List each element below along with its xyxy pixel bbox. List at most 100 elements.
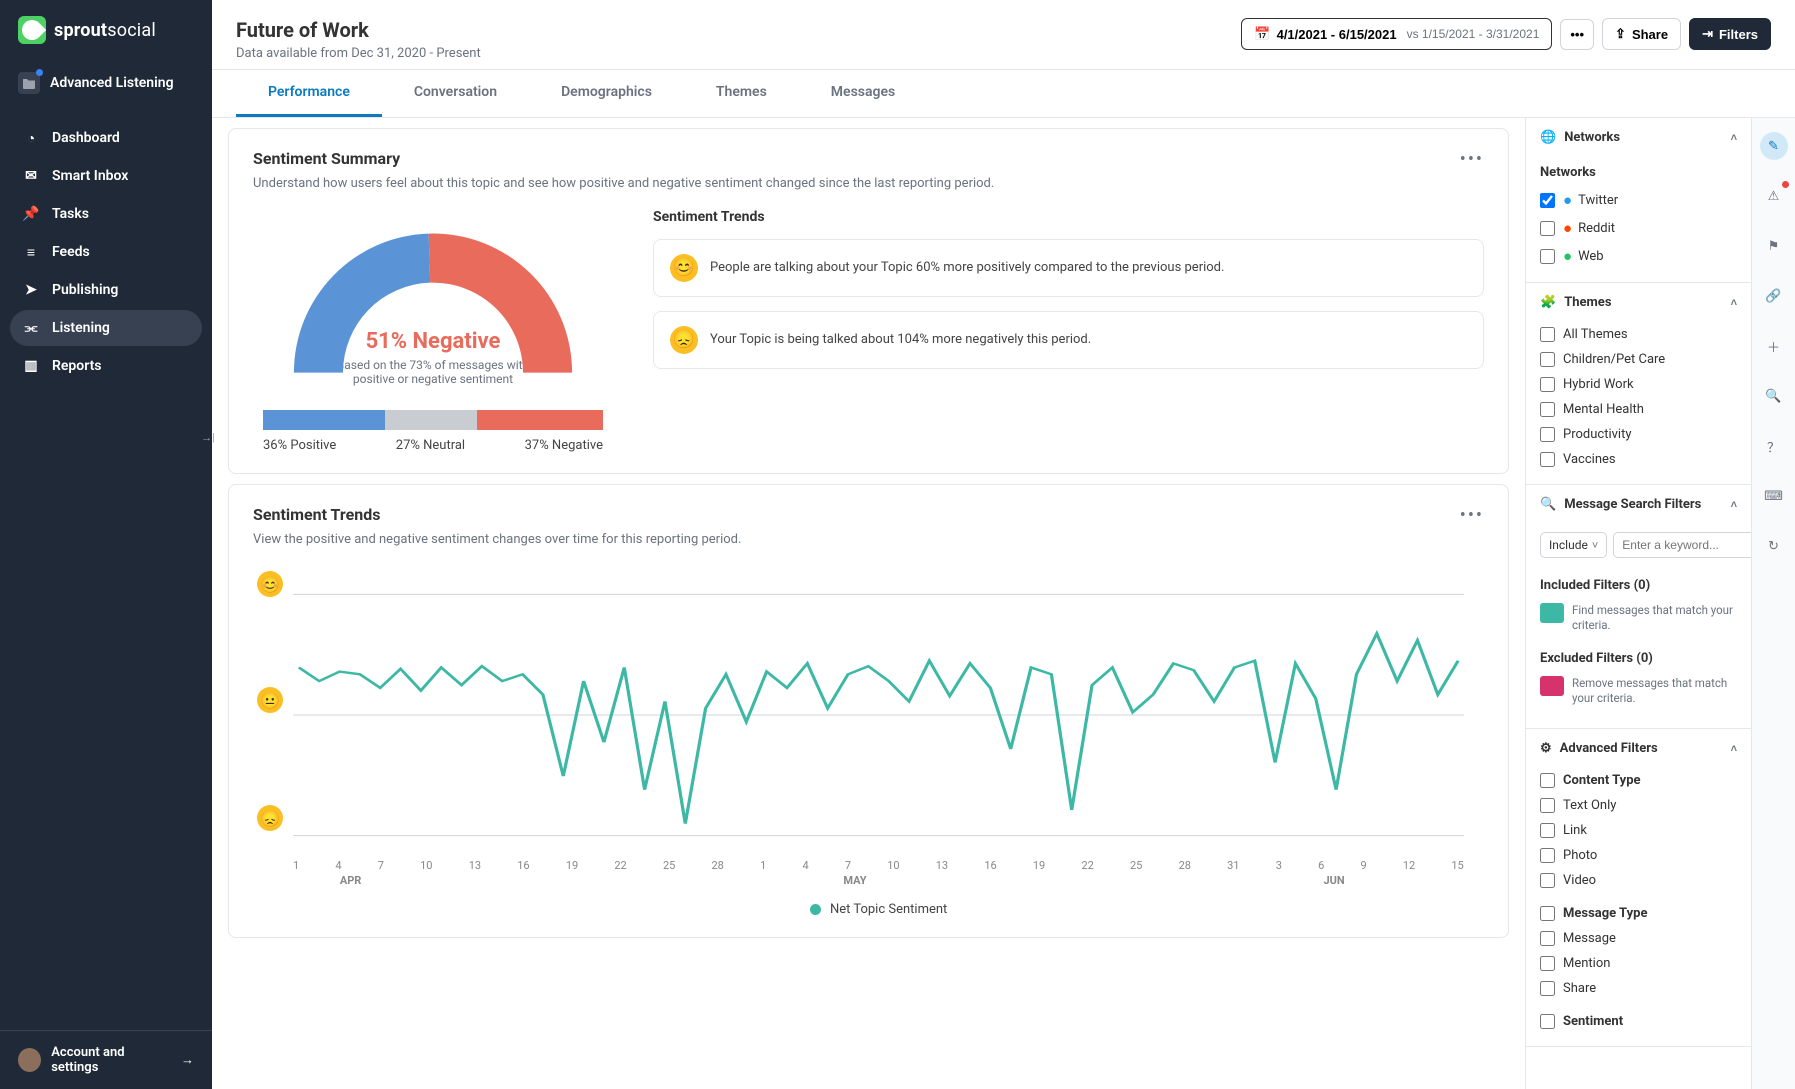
help-button[interactable]: ？ bbox=[1760, 432, 1788, 460]
sentiment-row[interactable]: Sentiment bbox=[1540, 1009, 1737, 1034]
filter-label: Share bbox=[1563, 981, 1596, 996]
content-scroll: Sentiment Summary ••• Understand how use… bbox=[212, 118, 1525, 1089]
filter-item[interactable]: Message bbox=[1540, 926, 1737, 951]
filter-item[interactable]: Mention bbox=[1540, 951, 1737, 976]
filter-label: Text Only bbox=[1563, 798, 1616, 813]
checkbox[interactable] bbox=[1540, 981, 1555, 996]
checkbox[interactable] bbox=[1540, 931, 1555, 946]
x-tick: 4 bbox=[802, 859, 808, 872]
sentiment-summary-panel: Sentiment Summary ••• Understand how use… bbox=[228, 128, 1509, 474]
keyword-input[interactable] bbox=[1613, 532, 1751, 558]
sidebar-item-listening[interactable]: ⫘Listening bbox=[10, 310, 202, 346]
checkbox[interactable] bbox=[1540, 773, 1555, 788]
message-type-row[interactable]: Message Type bbox=[1540, 901, 1737, 926]
theme-item[interactable]: Mental Health bbox=[1540, 397, 1737, 422]
theme-item[interactable]: Vaccines bbox=[1540, 447, 1737, 472]
checkbox[interactable] bbox=[1540, 1014, 1555, 1029]
theme-item[interactable]: Productivity bbox=[1540, 422, 1737, 447]
pin-icon: 📌 bbox=[22, 205, 40, 223]
filters-button[interactable]: ⇥ Filters bbox=[1689, 18, 1771, 50]
checkbox[interactable] bbox=[1540, 427, 1555, 442]
filter-item[interactable]: Share bbox=[1540, 976, 1737, 1001]
filter-item[interactable]: Video bbox=[1540, 868, 1737, 893]
search-button[interactable]: 🔍 bbox=[1760, 382, 1788, 410]
checkbox[interactable] bbox=[1540, 452, 1555, 467]
chevron-up-icon: ˄ bbox=[1731, 742, 1737, 755]
share-icon: ⇪ bbox=[1615, 26, 1626, 42]
advanced-listening-heading[interactable]: Advanced Listening bbox=[0, 60, 212, 110]
filter-head-networks[interactable]: 🌐Networks ˄ bbox=[1526, 118, 1751, 157]
checkbox[interactable] bbox=[1540, 823, 1555, 838]
x-tick: 15 bbox=[1451, 859, 1463, 872]
include-select[interactable]: Include ˅ bbox=[1540, 532, 1607, 558]
sidebar-item-dashboard[interactable]: ◔Dashboard bbox=[10, 120, 202, 156]
network-twitter[interactable]: ●Twitter bbox=[1540, 186, 1737, 214]
page-subtitle: Data available from Dec 31, 2020 - Prese… bbox=[236, 46, 481, 61]
x-tick: 16 bbox=[517, 859, 529, 872]
filter-item[interactable]: Photo bbox=[1540, 843, 1737, 868]
filter-label: Link bbox=[1563, 823, 1587, 838]
theme-item[interactable]: Hybrid Work bbox=[1540, 372, 1737, 397]
sidebar-collapse-handle[interactable]: →| bbox=[200, 425, 216, 449]
search-icon: 🔍 bbox=[1540, 497, 1556, 512]
network-reddit[interactable]: ●Reddit bbox=[1540, 214, 1737, 242]
filter-item[interactable]: Text Only bbox=[1540, 793, 1737, 818]
checkbox[interactable] bbox=[1540, 249, 1555, 264]
link-button[interactable]: 🔗 bbox=[1760, 282, 1788, 310]
checkbox[interactable] bbox=[1540, 327, 1555, 342]
account-settings[interactable]: Account and settings → bbox=[0, 1030, 212, 1089]
networks-group-label: Networks bbox=[1540, 157, 1737, 186]
panel-more-button[interactable]: ••• bbox=[1460, 505, 1484, 526]
checkbox[interactable] bbox=[1540, 848, 1555, 863]
more-menu-button[interactable]: ••• bbox=[1560, 19, 1594, 50]
checkbox[interactable] bbox=[1540, 906, 1555, 921]
checkbox[interactable] bbox=[1540, 798, 1555, 813]
sentiment-summary-desc: Understand how users feel about this top… bbox=[253, 176, 1484, 191]
themes-icon: 🧩 bbox=[1540, 295, 1556, 310]
panel-more-button[interactable]: ••• bbox=[1460, 149, 1484, 170]
nav-label: Listening bbox=[52, 320, 110, 336]
checkbox[interactable] bbox=[1540, 402, 1555, 417]
sidebar-item-reports[interactable]: ▥Reports bbox=[10, 348, 202, 384]
checkbox[interactable] bbox=[1540, 221, 1555, 236]
checkbox[interactable] bbox=[1540, 352, 1555, 367]
network-web[interactable]: ●Web bbox=[1540, 242, 1737, 270]
tab-conversation[interactable]: Conversation bbox=[382, 70, 529, 117]
theme-item[interactable]: Children/Pet Care bbox=[1540, 347, 1737, 372]
keyboard-button[interactable]: ⌨ bbox=[1760, 482, 1788, 510]
share-button[interactable]: ⇪ Share bbox=[1602, 18, 1681, 50]
legend-swatch bbox=[810, 904, 821, 915]
theme-item[interactable]: All Themes bbox=[1540, 322, 1737, 347]
tab-demographics[interactable]: Demographics bbox=[529, 70, 684, 117]
checkbox[interactable] bbox=[1540, 377, 1555, 392]
tab-messages[interactable]: Messages bbox=[799, 70, 927, 117]
trend-card: 😊People are talking about your Topic 60%… bbox=[653, 239, 1484, 297]
bookmark-button[interactable]: ⚑ bbox=[1760, 232, 1788, 260]
alerts-button[interactable]: ⚠ bbox=[1760, 182, 1788, 210]
nav-label: Dashboard bbox=[52, 130, 120, 146]
sidebar-item-feeds[interactable]: ≡Feeds bbox=[10, 234, 202, 270]
x-tick: 3 bbox=[1276, 859, 1282, 872]
checkbox[interactable] bbox=[1540, 956, 1555, 971]
checkbox[interactable] bbox=[1540, 193, 1555, 208]
filter-item[interactable]: Link bbox=[1540, 818, 1737, 843]
sidebar-item-tasks[interactable]: 📌Tasks bbox=[10, 196, 202, 232]
filter-head-message-search[interactable]: 🔍Message Search Filters ˄ bbox=[1526, 485, 1751, 524]
filter-head-advanced[interactable]: ⚙Advanced Filters ˄ bbox=[1526, 729, 1751, 768]
compose-button[interactable]: ✎ bbox=[1760, 132, 1788, 160]
date-range-button[interactable]: 📅 4/1/2021 - 6/15/2021 vs 1/15/2021 - 3/… bbox=[1241, 18, 1552, 50]
tab-performance[interactable]: Performance bbox=[236, 70, 382, 117]
sidebar-item-smart-inbox[interactable]: ✉Smart Inbox bbox=[10, 158, 202, 194]
checkbox[interactable] bbox=[1540, 873, 1555, 888]
add-button[interactable]: ＋ bbox=[1760, 332, 1788, 360]
filter-label: Mention bbox=[1563, 956, 1610, 971]
content-type-row[interactable]: Content Type bbox=[1540, 768, 1737, 793]
refresh-button[interactable]: ↻ bbox=[1760, 532, 1788, 560]
notification-dot bbox=[36, 69, 43, 76]
sidebar-item-publishing[interactable]: ➤Publishing bbox=[10, 272, 202, 308]
nav-label: Feeds bbox=[52, 244, 90, 260]
x-tick: 19 bbox=[1033, 859, 1045, 872]
sentiment-gauge bbox=[263, 209, 603, 389]
tab-themes[interactable]: Themes bbox=[684, 70, 799, 117]
filter-head-themes[interactable]: 🧩Themes ˄ bbox=[1526, 283, 1751, 322]
